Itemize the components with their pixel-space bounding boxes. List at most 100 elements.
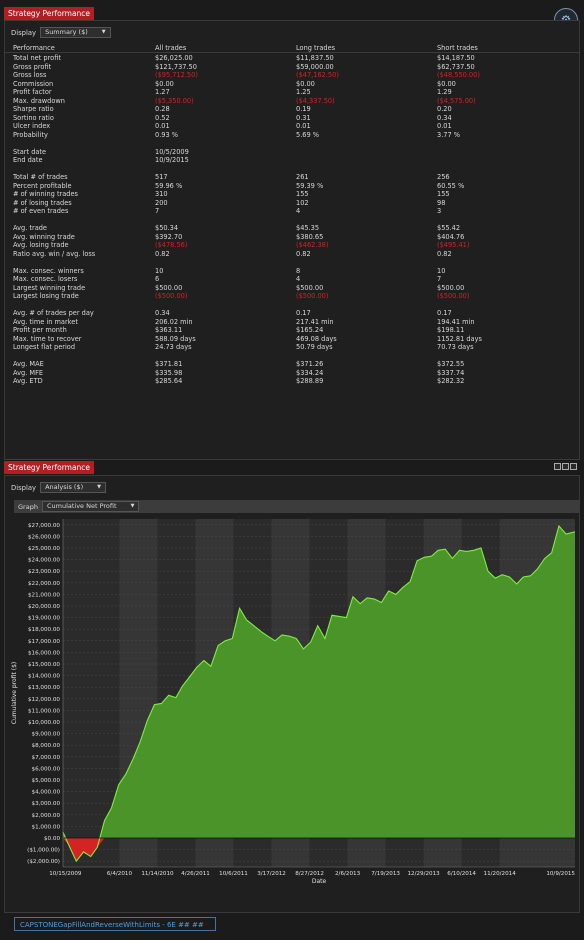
metric-value: 0.01 xyxy=(155,122,170,130)
graph-select[interactable]: Cumulative Net Profit ▼ xyxy=(41,501,140,512)
metric-value: ($478.56) xyxy=(155,241,188,249)
y-tick-label: $4,000.00 xyxy=(32,790,61,796)
column-header: Short trades xyxy=(437,44,478,52)
y-tick-label: $26,000.00 xyxy=(28,534,60,540)
table-row: Start date 10/5/2009 xyxy=(5,148,579,157)
metric-label: Probability xyxy=(13,130,48,139)
metric-value: 0.34 xyxy=(155,309,170,317)
metric-label: Gross profit xyxy=(13,62,52,71)
analysis-display-value: Analysis ($) xyxy=(45,483,84,491)
y-tick-label: ($1,000.00) xyxy=(27,848,60,854)
y-tick-label: $7,000.00 xyxy=(32,755,61,761)
display-label: Display xyxy=(11,28,37,37)
metric-value: $285.64 xyxy=(155,377,183,385)
column-header: Long trades xyxy=(296,44,336,52)
metric-value: $404.76 xyxy=(437,232,465,241)
metric-value: 5.69 % xyxy=(296,130,320,139)
y-tick-label: $13,000.00 xyxy=(28,685,60,691)
metric-label: Commission xyxy=(13,79,54,88)
cumulative-profit-chart: $27,000.00 $26,000.00 $25,000.00 $24,000.00… xyxy=(11,519,575,885)
display-select[interactable]: Summary ($) ▼ xyxy=(40,27,111,38)
metric-label: Total # of trades xyxy=(13,173,68,181)
metric-label: Avg. MFE xyxy=(13,368,44,377)
display-select-value: Summary ($) xyxy=(45,28,88,36)
graph-select-value: Cumulative Net Profit xyxy=(46,502,117,510)
table-row: Avg. MFE $335.98 $334.24 $337.74 xyxy=(5,369,579,378)
metric-value: ($4,337.50) xyxy=(296,96,335,105)
graph-bar: Graph Cumulative Net Profit ▼ xyxy=(14,500,580,513)
metric-value: 1.25 xyxy=(296,88,311,96)
maximize-icon[interactable] xyxy=(562,463,569,470)
metric-value: 3.77 % xyxy=(437,130,461,139)
metric-value: 0.20 xyxy=(437,105,452,113)
metric-value: $14,187.50 xyxy=(437,54,475,62)
metric-label: Longest flat period xyxy=(13,343,76,351)
x-tick-label: 10/15/2009 xyxy=(49,871,82,877)
x-tick-label: 11/20/2014 xyxy=(484,871,517,877)
metric-value: 0.01 xyxy=(296,122,311,130)
metric-value: 24.73 days xyxy=(155,343,192,351)
metric-label: Max. consec. losers xyxy=(13,275,78,283)
table-row: Profit factor 1.27 1.25 1.29 xyxy=(5,88,579,97)
metric-value: $500.00 xyxy=(155,283,183,292)
table-row: # of even trades 7 4 3 xyxy=(5,207,579,216)
metric-value: $0.00 xyxy=(155,79,174,88)
x-tick-label: 6/4/2010 xyxy=(107,871,133,877)
metric-value: 200 xyxy=(155,198,168,207)
minimize-icon[interactable] xyxy=(554,463,561,470)
metric-value: 0.17 xyxy=(296,309,311,317)
table-row: Total net profit $26,025.00 $11,837.50 $14,… xyxy=(5,54,579,63)
metric-value: 155 xyxy=(296,190,309,198)
table-row: Percent profitable 59.96 % 59.39 % 60.55 % xyxy=(5,182,579,191)
column-header: Performance xyxy=(13,44,55,52)
metric-value: 3 xyxy=(437,207,442,215)
metric-value: 6 xyxy=(155,275,160,283)
metric-label: Max. drawdown xyxy=(13,96,65,105)
x-tick-label: 2/6/2013 xyxy=(335,871,361,877)
table-row: Ulcer index 0.01 0.01 0.01 xyxy=(5,122,579,131)
y-tick-label: ($2,000.00) xyxy=(27,859,60,865)
metric-value: $363.11 xyxy=(155,326,183,334)
table-row: Max. drawdown ($5,350.00) ($4,337.50) ($4,5… xyxy=(5,97,579,106)
metric-value: $392.70 xyxy=(155,232,183,241)
table-row: Ratio avg. win / avg. loss 0.82 0.82 0.82 xyxy=(5,250,579,259)
metric-value: $372.55 xyxy=(437,360,465,368)
metric-value: $0.00 xyxy=(437,79,456,88)
profit-area xyxy=(63,525,575,862)
metric-value: 102 xyxy=(296,198,309,207)
metric-value: $198.11 xyxy=(437,326,465,334)
y-tick-label: $15,000.00 xyxy=(28,662,60,668)
metric-value: 4 xyxy=(296,207,301,215)
metric-value: 4 xyxy=(296,275,301,283)
x-tick-label: 10/6/2011 xyxy=(219,871,248,877)
y-tick-label: $5,000.00 xyxy=(32,778,61,784)
metric-value: 0.17 xyxy=(437,309,452,317)
x-tick-label: 11/14/2010 xyxy=(141,871,174,877)
metric-label: Largest losing trade xyxy=(13,292,79,300)
chevron-down-icon: ▼ xyxy=(97,484,101,490)
metric-value: 0.28 xyxy=(155,105,170,113)
table-row: Largest winning trade $500.00 $500.00 $500.… xyxy=(5,284,579,293)
y-tick-label: $16,000.00 xyxy=(28,650,60,656)
summary-display-row: Display Summary ($) ▼ xyxy=(11,27,111,38)
y-tick-label: $11,000.00 xyxy=(28,708,60,714)
metric-value: 0.19 xyxy=(296,105,311,113)
metric-label: # of losing trades xyxy=(13,198,72,207)
table-row: Avg. losing trade ($478.56) ($462.38) ($495… xyxy=(5,241,579,250)
metric-value: 310 xyxy=(155,190,168,198)
y-tick-label: $22,000.00 xyxy=(28,581,60,587)
metric-label: # of even trades xyxy=(13,207,69,215)
metric-value: 0.93 % xyxy=(155,130,179,139)
metric-label: Sortino ratio xyxy=(13,113,54,122)
metric-value: $371.26 xyxy=(296,360,324,368)
metric-value: $26,025.00 xyxy=(155,54,193,62)
metric-value: 0.31 xyxy=(296,113,311,122)
analysis-display-select[interactable]: Analysis ($) ▼ xyxy=(40,482,106,493)
metric-value: $335.98 xyxy=(155,368,183,377)
close-icon[interactable] xyxy=(570,463,577,470)
table-row: Commission $0.00 $0.00 $0.00 xyxy=(5,80,579,89)
x-tick-label: 12/29/2013 xyxy=(407,871,440,877)
strategy-tab[interactable]: CAPSTONEGapFillAndReverseWithLimits - 6E… xyxy=(14,917,216,931)
table-row: End date 10/9/2015 xyxy=(5,156,579,165)
metric-value: $59,000.00 xyxy=(296,62,334,71)
